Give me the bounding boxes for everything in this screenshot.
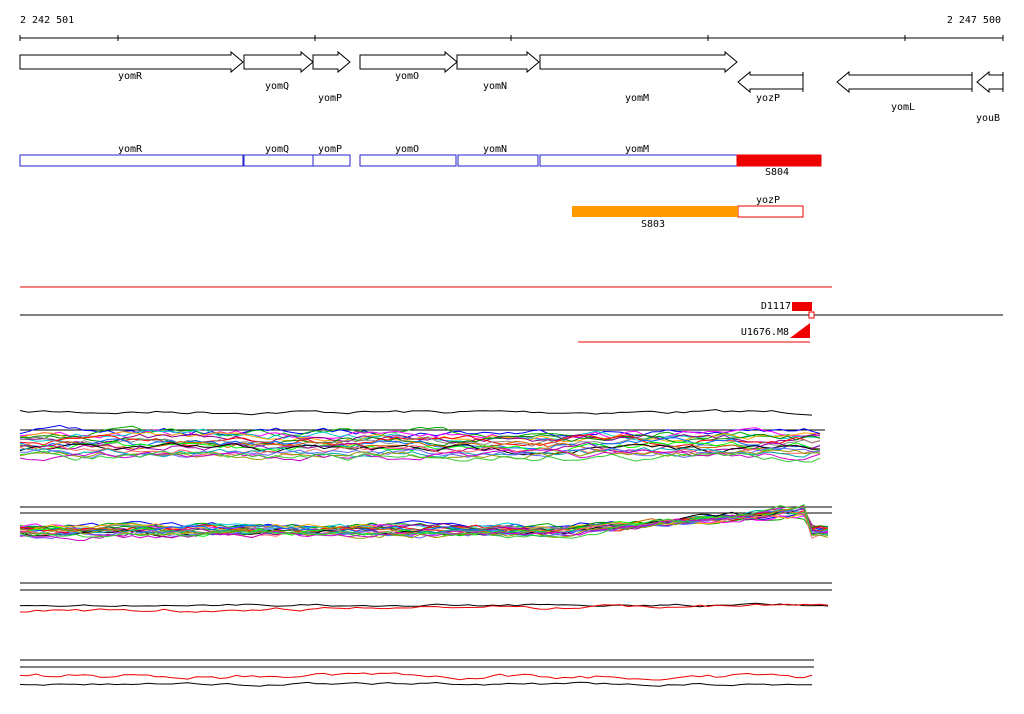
expression-line (19, 434, 821, 447)
expression-line (19, 440, 821, 451)
expression-line (19, 448, 821, 462)
ruler-start: 2 242 501 (20, 15, 74, 26)
expression-line (19, 506, 829, 539)
ruler-end: 2 247 500 (947, 15, 1001, 26)
expression-line (19, 503, 829, 539)
transcript-label: S803 (641, 219, 665, 230)
transcript-box (737, 205, 804, 218)
expression-line (19, 442, 821, 456)
gene-arrow (836, 70, 973, 94)
feature-box (359, 154, 457, 167)
gene-label: youB (976, 113, 1000, 124)
gene-arrow (312, 50, 351, 74)
gene-arrow (976, 70, 1004, 94)
feature-label: yomN (483, 144, 507, 155)
probe-label: U1676.M8 (741, 327, 789, 338)
feature-label: S804 (765, 167, 789, 178)
gene-arrow (243, 50, 314, 74)
expression-line (19, 672, 813, 681)
feature-box (457, 154, 539, 167)
gene-label: yomP (318, 93, 342, 104)
feature-box (539, 154, 738, 167)
feature-box (19, 154, 244, 167)
probe-mark (792, 302, 812, 311)
gene-label: yomO (395, 71, 419, 82)
feature-label: yomM (625, 144, 649, 155)
expression-line (19, 450, 821, 463)
expression-line (19, 437, 821, 451)
feature-label: yomP (318, 144, 342, 155)
probe-mark (808, 311, 815, 319)
gene-label: yomM (625, 93, 649, 104)
expression-line (19, 425, 821, 441)
gene-label: yozP (756, 93, 780, 104)
feature-box (736, 154, 822, 167)
gene-label: yomN (483, 81, 507, 92)
expression-line (19, 447, 821, 458)
expression-line (19, 431, 821, 443)
transcript-label: yozP (756, 195, 780, 206)
probe-mark (790, 323, 810, 338)
probe-label: D1117 (761, 301, 791, 312)
gene-arrow (19, 50, 244, 74)
expression-line (19, 427, 821, 442)
gene-arrow (539, 50, 738, 74)
feature-label: yomO (395, 144, 419, 155)
feature-label: yomQ (265, 144, 289, 155)
expression-line (20, 603, 829, 613)
feature-label: yomR (118, 144, 143, 155)
gene-arrow (737, 70, 804, 94)
gene-label: yomR (118, 71, 143, 82)
expression-line (19, 507, 829, 540)
transcript-box (572, 206, 738, 217)
expression-line (19, 507, 829, 538)
expression-line (19, 681, 812, 687)
gene-arrow (456, 50, 540, 74)
expression-line (19, 445, 821, 456)
feature-box (312, 154, 351, 167)
gene-label: yomQ (265, 81, 289, 92)
feature-box (243, 154, 314, 167)
gene-label: yomL (891, 102, 915, 113)
expression-line (19, 505, 829, 542)
gene-arrow (359, 50, 458, 74)
expression-line (19, 409, 813, 416)
